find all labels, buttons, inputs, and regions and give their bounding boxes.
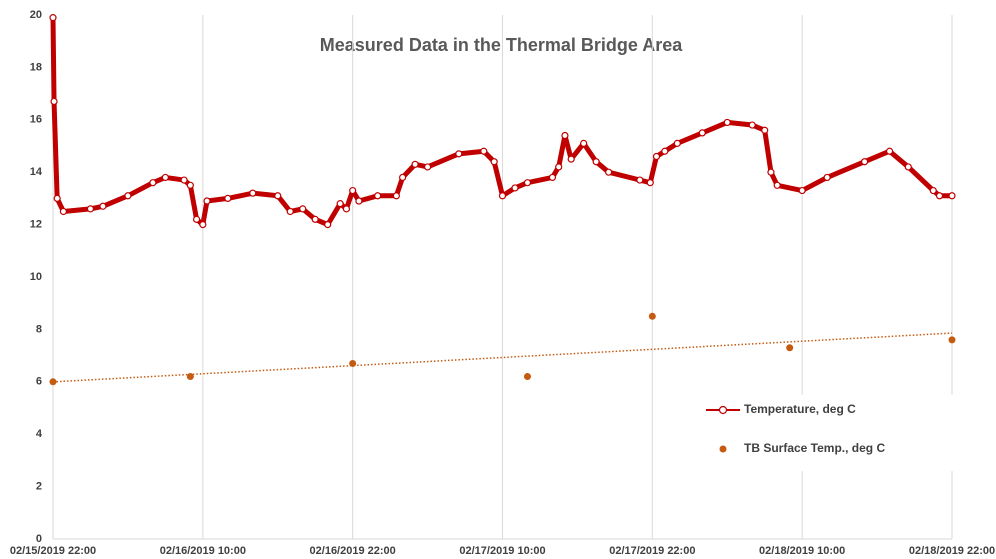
marker (580, 139, 588, 147)
marker (423, 163, 432, 171)
marker (355, 197, 363, 205)
marker (53, 194, 61, 202)
marker (523, 179, 532, 187)
marker (761, 126, 769, 134)
point (948, 336, 956, 344)
x-tick-label: 02/18/2019 22:00 (909, 545, 995, 557)
marker (49, 14, 57, 22)
marker (203, 197, 211, 205)
y-tick-label: 4 (36, 428, 43, 440)
trendline (52, 332, 953, 383)
y-tick-label: 16 (30, 114, 42, 126)
marker (723, 118, 731, 127)
marker (798, 186, 806, 195)
y-tick-label: 12 (30, 219, 42, 231)
marker (555, 163, 563, 171)
marker (567, 155, 575, 163)
marker (192, 215, 201, 223)
marker (935, 192, 944, 200)
point (523, 373, 531, 381)
legend: Temperature, deg C TB Surface Temp., deg … (698, 395, 960, 471)
y-tick-label: 10 (30, 271, 42, 283)
y-tick-label: 2 (36, 481, 42, 493)
marker (480, 147, 488, 155)
point (648, 312, 656, 320)
y-tick-label: 6 (36, 376, 42, 388)
marker (299, 205, 307, 213)
marker (605, 168, 613, 176)
marker (124, 192, 132, 200)
marker (646, 179, 654, 187)
marker (673, 139, 681, 147)
marker (661, 147, 669, 155)
legend-label: TB Surface Temp., deg C (744, 441, 885, 455)
point (349, 359, 357, 367)
x-tick-label: 02/18/2019 10:00 (759, 545, 845, 557)
marker (99, 202, 107, 210)
marker (286, 207, 294, 216)
marker (411, 160, 419, 168)
marker (274, 192, 282, 200)
marker (59, 207, 68, 216)
marker (249, 189, 257, 197)
grid (52, 15, 953, 539)
marker (399, 173, 407, 182)
marker (511, 184, 519, 192)
marker (698, 129, 706, 137)
marker (561, 131, 569, 140)
marker (823, 173, 831, 182)
marker (349, 186, 357, 195)
marker (860, 158, 869, 166)
marker (374, 192, 382, 200)
point (186, 373, 194, 381)
marker (161, 173, 169, 182)
y-tick-label: 8 (36, 323, 42, 335)
marker (929, 186, 937, 195)
marker (50, 97, 58, 106)
x-tick-label: 02/17/2019 22:00 (609, 545, 695, 557)
marker (336, 200, 344, 208)
x-tick-label: 02/16/2019 22:00 (310, 545, 396, 557)
marker (948, 192, 956, 200)
marker (904, 163, 912, 171)
marker (773, 181, 781, 189)
x-tick-label: 02/17/2019 10:00 (459, 545, 545, 557)
marker (224, 194, 232, 202)
marker (592, 158, 600, 166)
marker (324, 221, 332, 229)
marker (455, 150, 463, 158)
legend-swatch (718, 405, 728, 415)
marker (498, 192, 507, 200)
marker (149, 179, 157, 187)
legend-label: Temperature, deg C (744, 402, 856, 416)
marker (652, 152, 661, 161)
marker (748, 121, 756, 129)
marker (342, 205, 351, 213)
marker (548, 173, 557, 182)
y-tick-label: 18 (30, 61, 42, 73)
marker (767, 168, 775, 176)
legend-box (698, 395, 960, 471)
marker (392, 192, 400, 200)
y-tick-label: 14 (30, 166, 43, 178)
x-tick-label: 02/16/2019 10:00 (160, 545, 246, 557)
y-tick-label: 20 (30, 9, 42, 21)
legend-swatch (719, 445, 727, 453)
marker (636, 176, 644, 184)
marker (86, 205, 95, 213)
y-tick-label: 0 (36, 533, 42, 545)
point (786, 344, 794, 352)
marker (180, 176, 188, 184)
marker (885, 147, 894, 155)
marker (311, 215, 319, 223)
marker (490, 158, 498, 166)
chart-title: Measured Data in the Thermal Bridge Area (320, 35, 683, 55)
marker (186, 181, 194, 189)
x-tick-label: 02/15/2019 22:00 (10, 545, 96, 557)
point (49, 378, 57, 386)
marker (199, 221, 207, 229)
